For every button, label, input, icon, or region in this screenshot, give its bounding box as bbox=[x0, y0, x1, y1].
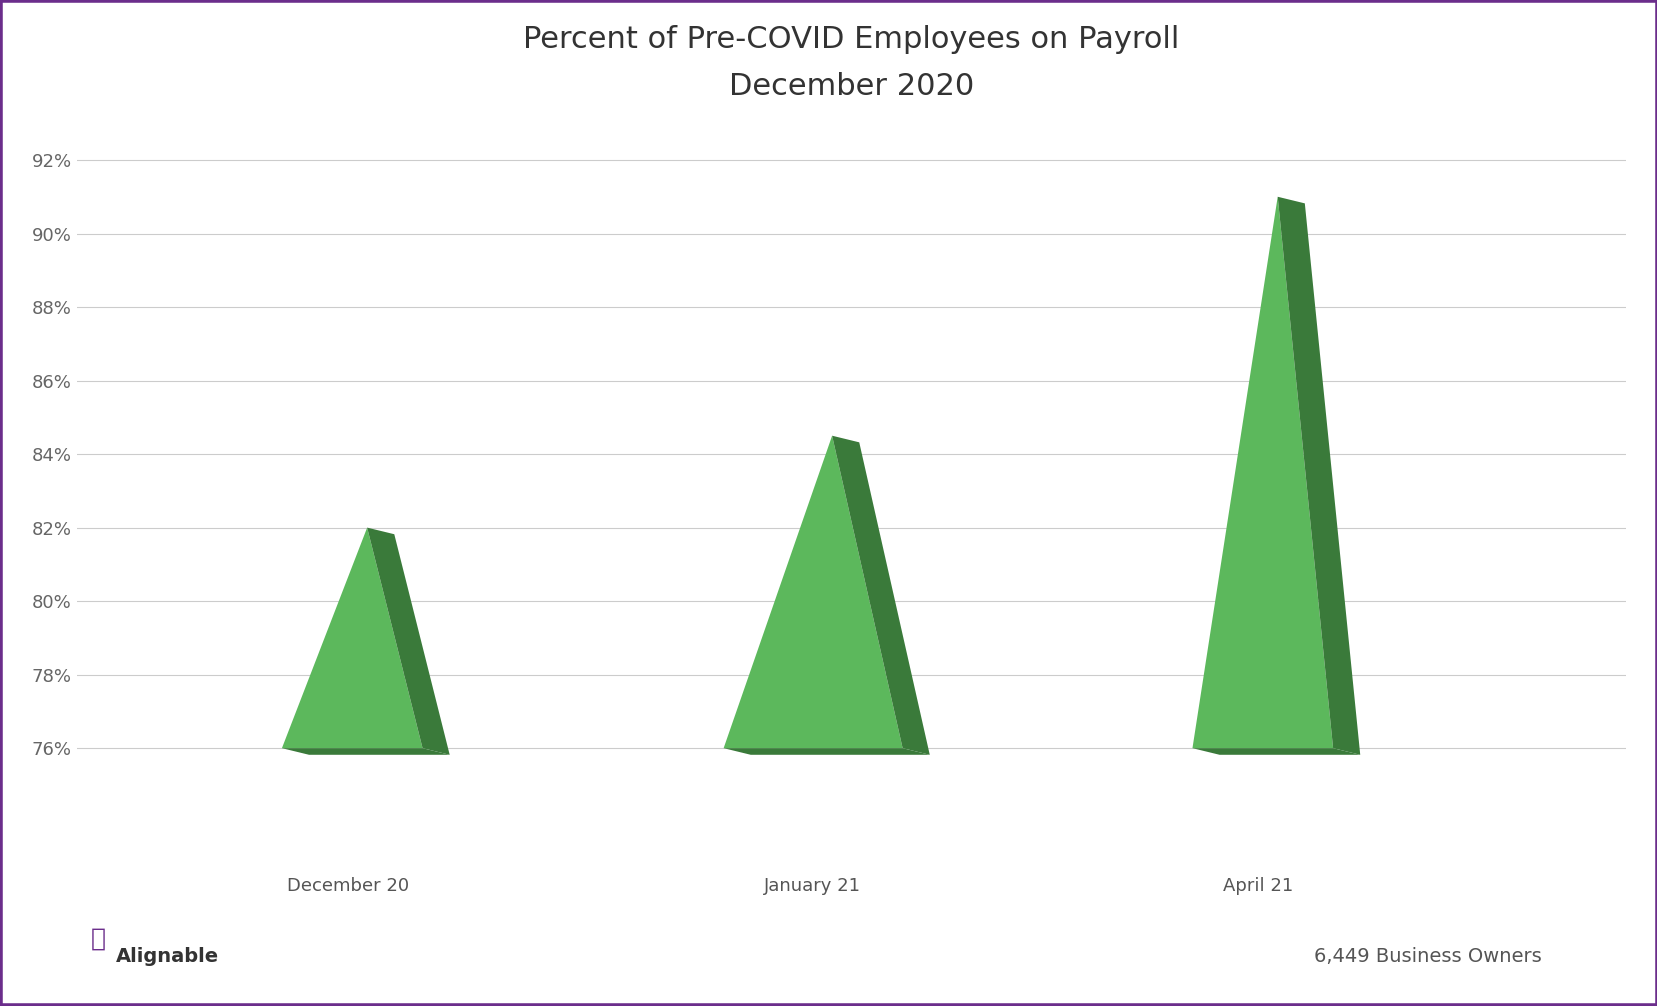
Text: December 20: December 20 bbox=[287, 877, 409, 894]
Text: Ⓢ: Ⓢ bbox=[91, 927, 106, 951]
Polygon shape bbox=[722, 748, 930, 754]
Polygon shape bbox=[1191, 197, 1332, 748]
Polygon shape bbox=[1191, 748, 1359, 754]
Polygon shape bbox=[832, 436, 930, 754]
Text: Alignable: Alignable bbox=[116, 947, 219, 966]
Text: January 21: January 21 bbox=[764, 877, 860, 894]
Text: 6,449 Business Owners: 6,449 Business Owners bbox=[1314, 947, 1541, 966]
Polygon shape bbox=[366, 527, 449, 754]
Text: April 21: April 21 bbox=[1223, 877, 1292, 894]
Polygon shape bbox=[722, 436, 901, 748]
Title: Percent of Pre-COVID Employees on Payroll
December 2020: Percent of Pre-COVID Employees on Payrol… bbox=[524, 25, 1180, 102]
Polygon shape bbox=[1278, 197, 1359, 755]
Polygon shape bbox=[282, 748, 449, 754]
Polygon shape bbox=[282, 527, 423, 748]
